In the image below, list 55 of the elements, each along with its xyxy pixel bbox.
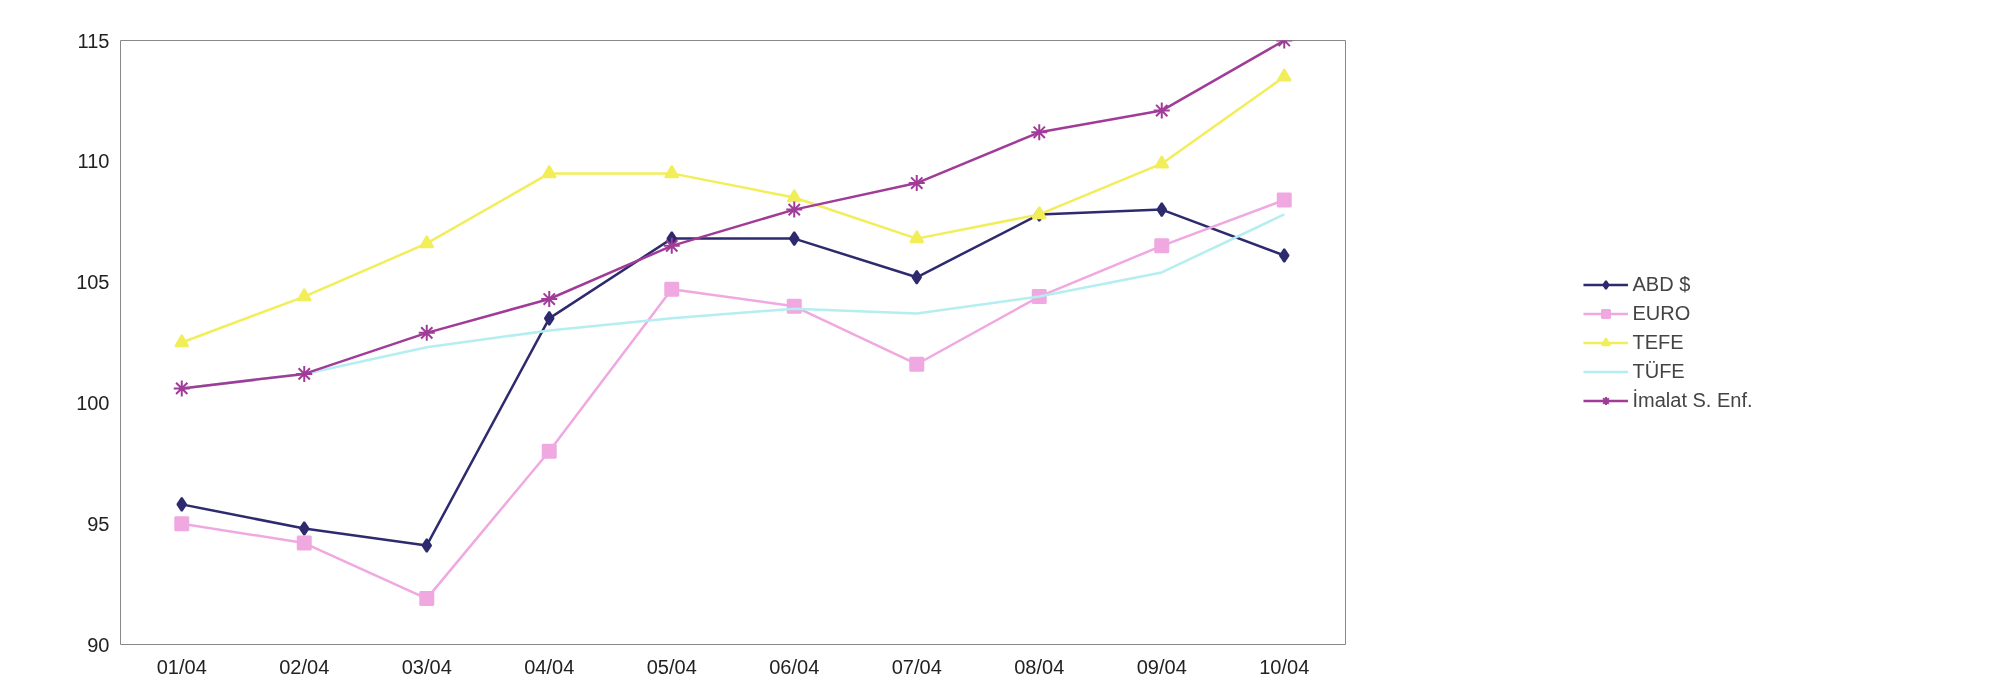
point	[421, 537, 433, 553]
y-tick-label: 105	[76, 271, 110, 294]
point	[1276, 68, 1292, 82]
point	[911, 269, 923, 285]
point	[298, 521, 310, 537]
point	[541, 443, 557, 459]
point	[788, 231, 800, 247]
point	[176, 496, 188, 512]
y-tick-label: 115	[77, 29, 110, 52]
point	[419, 591, 435, 607]
point	[785, 200, 804, 219]
point	[907, 174, 926, 193]
point	[174, 333, 190, 348]
point	[295, 364, 314, 383]
x-tick-label: 05/04	[646, 655, 697, 678]
x-tick-label: 02/04	[279, 655, 330, 678]
x-tick-label: 10/04	[1259, 655, 1310, 678]
point	[543, 310, 555, 326]
x-tick-label: 07/04	[891, 655, 942, 678]
point	[664, 281, 680, 297]
legend-label: ABD $	[1632, 272, 1691, 296]
point	[664, 164, 680, 179]
legend-label: TÜFE	[1632, 359, 1685, 383]
point	[1278, 248, 1290, 264]
point	[1154, 238, 1170, 254]
legend-label: TEFE	[1632, 330, 1684, 354]
x-tick-label: 08/04	[1014, 655, 1065, 678]
y-tick-label: 95	[87, 512, 110, 535]
y-tick-label: 110	[77, 150, 110, 173]
x-tick-label: 04/04	[524, 655, 575, 678]
point	[172, 379, 191, 398]
point	[909, 356, 925, 372]
point	[540, 290, 559, 309]
x-tick-label: 09/04	[1136, 655, 1187, 678]
point	[1152, 101, 1171, 120]
x-tick-label: 03/04	[401, 655, 452, 678]
point	[1276, 192, 1292, 208]
point	[786, 189, 802, 203]
point	[662, 236, 681, 255]
point	[1156, 202, 1168, 218]
y-tick-label: 90	[87, 633, 110, 656]
point	[417, 323, 436, 342]
point	[296, 288, 312, 302]
point	[909, 230, 925, 244]
legend-label: EURO	[1632, 301, 1691, 325]
x-tick-label: 01/04	[156, 655, 207, 678]
point	[1154, 155, 1170, 169]
point	[1030, 123, 1049, 142]
point	[174, 516, 190, 532]
point	[296, 535, 312, 551]
y-tick-label: 100	[76, 391, 110, 414]
legend-label: İmalat S. Enf.	[1632, 388, 1753, 412]
x-tick-label: 06/04	[769, 655, 820, 678]
point	[541, 164, 557, 179]
point	[419, 234, 435, 249]
